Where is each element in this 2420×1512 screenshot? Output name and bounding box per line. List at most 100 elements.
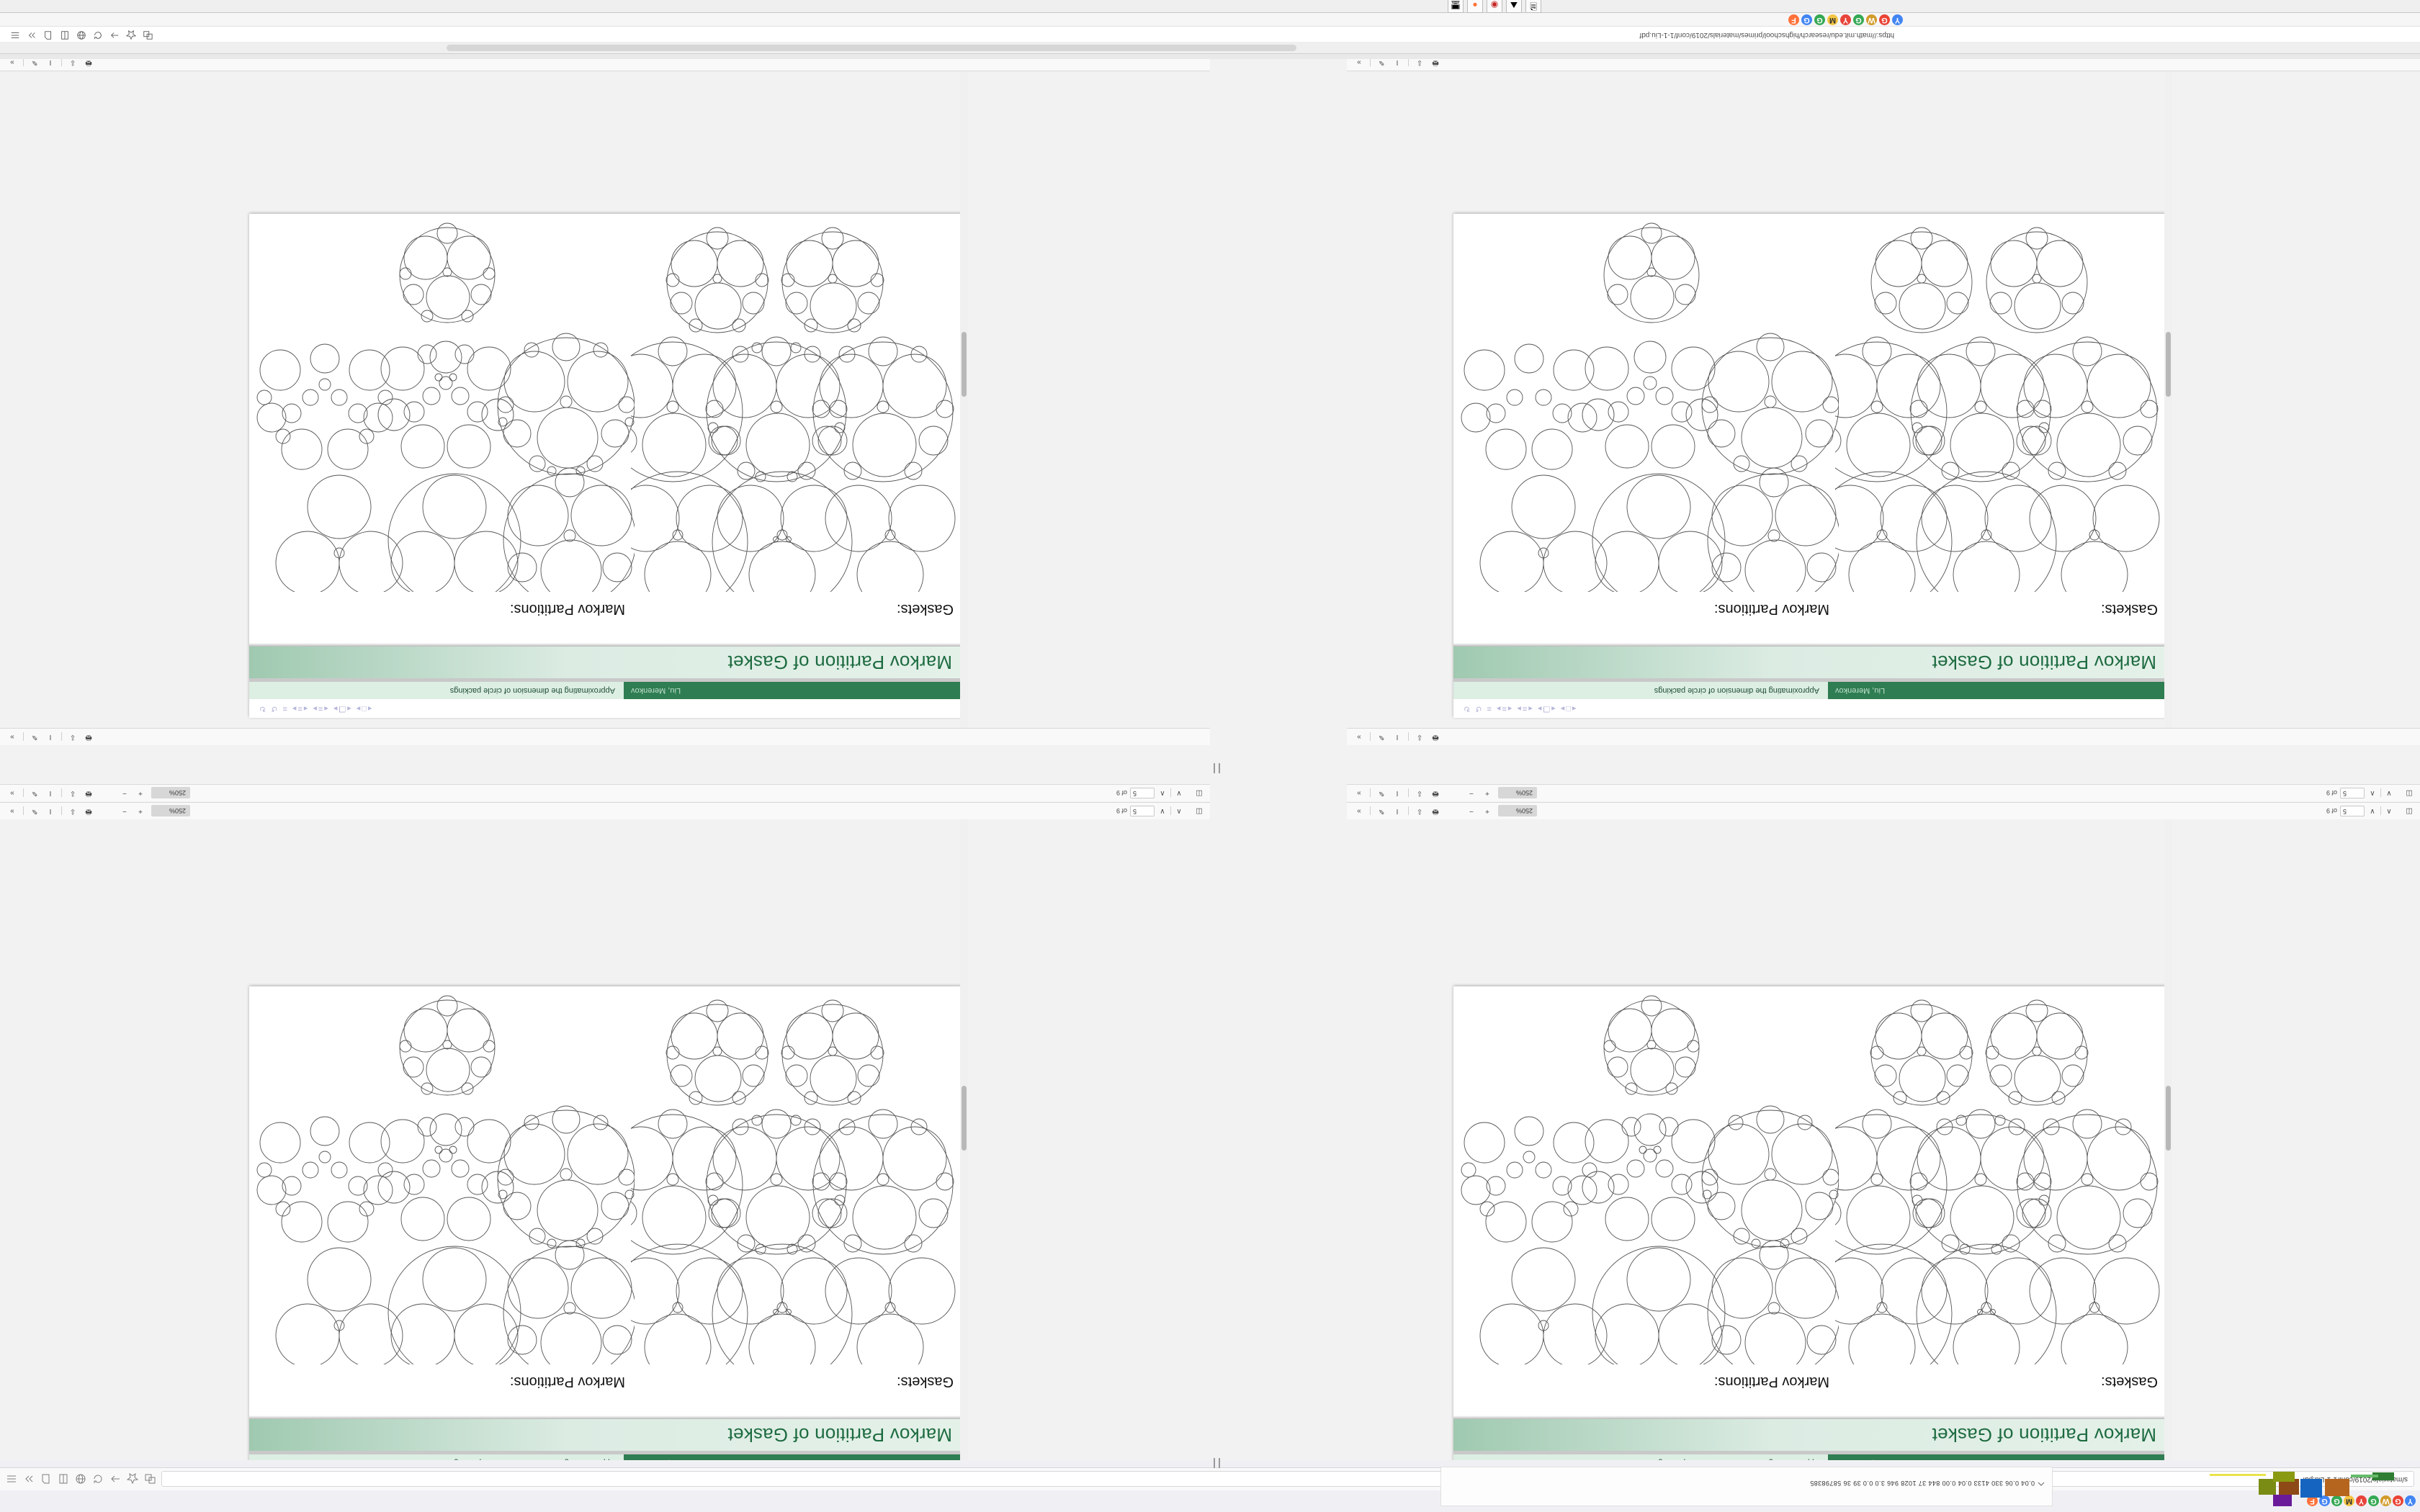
pdf-toolbar-rt2[interactable]: ◫ ∨ ∧ 5 of 9 250% + − 🖶 ⇩ I ✎ » — [0, 784, 1210, 801]
highlight-icon-rt2[interactable]: ✎ — [31, 789, 38, 797]
highlight-icon-lb[interactable]: ✎ — [1378, 733, 1385, 741]
page-number-input-lt[interactable]: 5 — [2340, 806, 2365, 816]
zoom-select-lt2[interactable]: 250% — [1498, 787, 1537, 799]
highlight-icon-rt[interactable]: ✎ — [31, 807, 38, 815]
pdf-scrollbar-rt[interactable] — [960, 819, 968, 1460]
download-icon-lt[interactable]: ⇩ — [1416, 807, 1423, 815]
reload-icon[interactable] — [92, 1474, 104, 1485]
gimp-icon[interactable]: ⛰ — [1506, 0, 1522, 13]
tab-favicon-m-b[interactable]: M — [1827, 14, 1838, 25]
zoom-out-button-lt2[interactable]: − — [1469, 789, 1474, 797]
print-icon-lb[interactable]: 🖶 — [1432, 734, 1439, 742]
save-page-icon[interactable] — [40, 1474, 52, 1485]
reload-icon-b[interactable] — [93, 30, 103, 40]
more-tools-icon-lt[interactable]: » — [1357, 807, 1361, 815]
tab-favicon-g2-b[interactable]: G — [1853, 14, 1864, 25]
tab-strip[interactable]: Y G W G Y M G G F — [0, 1490, 2420, 1512]
print-icon-rt[interactable]: 🖶 — [85, 808, 92, 816]
zoom-in-button-rt[interactable]: + — [138, 807, 143, 815]
library-icon[interactable] — [58, 1474, 69, 1485]
sidebar-toggle-icon-lt2[interactable]: ◫ — [2406, 789, 2413, 797]
window-resize-handle-top[interactable] — [1188, 1454, 1246, 1472]
download-icon-rt[interactable]: ⇩ — [69, 807, 76, 815]
pdf-toolbar-lb[interactable]: 🖶 ⇩ I ✎ » — [1347, 728, 2420, 745]
text-select-icon-lt2[interactable]: I — [1396, 789, 1399, 797]
globe-icon[interactable] — [75, 1474, 86, 1485]
text-select-icon-rt[interactable]: I — [49, 807, 52, 815]
beamer-nav-symbols-rb[interactable]: ◂ □ ▸ ◂ ❐ ▸ ◂ ≡ ▸ ◂ ≡ ▸ ≡ ↺ ↻ — [259, 704, 372, 714]
pdf-toolbar-rt[interactable]: ◫ ∧ ∨ 5 of 9 250% + − 🖶 ⇩ I ✎ » — [0, 802, 1210, 819]
print-icon-rt2[interactable]: 🖶 — [85, 790, 92, 798]
page-down-button-rt2[interactable]: ∨ — [1176, 789, 1182, 797]
zoom-select-lt[interactable]: 250% — [1498, 805, 1537, 817]
zoom-in-button-lt[interactable]: + — [1485, 807, 1489, 815]
more-tools-icon-rb[interactable]: » — [10, 733, 14, 741]
download-icon-lt2[interactable]: ⇩ — [1416, 789, 1423, 797]
download-icon-rb[interactable]: ⇩ — [69, 733, 76, 741]
page-down-button-lt2[interactable]: ∨ — [2386, 789, 2392, 797]
pdf-scrollbar-lb[interactable] — [2164, 71, 2172, 728]
overflow-chevrons-icon[interactable] — [23, 1474, 35, 1485]
sidebar-toggle-icon-rt2[interactable]: ◫ — [1196, 789, 1203, 797]
zoom-select-rt2[interactable]: 250% — [151, 787, 190, 799]
forward-arrow-icon[interactable] — [109, 1474, 121, 1485]
page-up-button-rt2[interactable]: ∧ — [1160, 789, 1165, 797]
tab-favicon-y2-b[interactable]: Y — [1840, 14, 1851, 25]
tab-favicon-g-b[interactable]: G — [1879, 14, 1890, 25]
globe-icon-b[interactable] — [76, 30, 86, 40]
print-icon-lt2[interactable]: 🖶 — [1432, 790, 1439, 798]
hamburger-menu-icon-b[interactable] — [10, 30, 20, 40]
zoom-select-rt[interactable]: 250% — [151, 805, 190, 817]
save-page-icon-b[interactable] — [43, 30, 53, 40]
window-resize-handle[interactable] — [1188, 759, 1246, 778]
page-up-button-lt[interactable]: ∧ — [2386, 807, 2392, 815]
overflow-chevrons-icon-b[interactable] — [27, 30, 37, 40]
terminal-icon[interactable]: 🖥 — [1448, 0, 1464, 13]
pdf-reader-icon[interactable]: ◉ — [1487, 0, 1502, 13]
more-tools-icon-lb[interactable]: » — [1357, 733, 1361, 741]
forward-arrow-icon-b[interactable] — [109, 30, 120, 40]
tab-favicon-g3-b[interactable]: G — [1814, 14, 1825, 25]
text-select-icon-lt[interactable]: I — [1396, 807, 1399, 815]
pdf-canvas-area-rt[interactable]: ◂□▸ ◂❐▸ ◂≡▸ ◂≡▸ ≡↺↻ Liu, Merenkov Approx… — [0, 819, 1210, 1460]
pdf-canvas-area-rb[interactable]: ◂ □ ▸ ◂ ❐ ▸ ◂ ≡ ▸ ◂ ≡ ▸ ≡ ↺ ↻ Liu, Merenkov Approx… — [0, 54, 1210, 728]
hamburger-menu-icon[interactable] — [6, 1474, 17, 1485]
bookmark-star-icon[interactable] — [127, 1473, 138, 1485]
desktop-taskbar[interactable]: 🗎 ⛰ ◉ ● 🖥 — [0, 0, 2420, 13]
bookmark-star-icon-b[interactable] — [126, 30, 136, 40]
beamer-nav-symbols-lb[interactable]: ◂ □ ▸ ◂ ❐ ▸ ◂ ≡ ▸ ◂ ≡ ▸ ≡ ↺ ↻ — [1464, 704, 1577, 714]
page-down-button-rt[interactable]: ∨ — [1160, 807, 1165, 815]
translate-icon-b[interactable] — [143, 30, 153, 40]
tab-favicon-g4-b[interactable]: G — [1801, 14, 1812, 25]
tab-favicon-y-b[interactable]: Y — [1892, 14, 1903, 25]
download-icon-rt2[interactable]: ⇩ — [69, 789, 76, 797]
bottom-tab-strip[interactable]: Y G W G Y M G G F — [0, 13, 2420, 26]
zoom-out-button-lt[interactable]: − — [1469, 807, 1474, 815]
pdf-scrollbar-lt[interactable] — [2164, 819, 2172, 1460]
pdf-toolbar-lt[interactable]: ◫ ∧ ∨ 5 of 9 250% + − 🖶 ⇩ I ✎ » — [1347, 802, 2420, 819]
bottom-nav-icons[interactable] — [10, 30, 153, 40]
pdf-toolbar-rb[interactable]: 🖶 ⇩ I ✎ » — [0, 728, 1210, 745]
zoom-in-button-lt2[interactable]: + — [1485, 789, 1489, 797]
page-number-input-lt2[interactable]: 5 — [2340, 788, 2365, 798]
download-icon-lb[interactable]: ⇩ — [1416, 733, 1423, 741]
more-tools-icon-rt[interactable]: » — [10, 807, 14, 815]
print-icon-lt[interactable]: 🖶 — [1432, 808, 1439, 816]
more-tools-icon-lt2[interactable]: » — [1357, 789, 1361, 797]
pdf-canvas-area-lb[interactable]: ◂ □ ▸ ◂ ❐ ▸ ◂ ≡ ▸ ◂ ≡ ▸ ≡ ↺ ↻ Liu, Merenkov Approx… — [1347, 54, 2420, 728]
more-tools-icon-rt2[interactable]: » — [10, 789, 14, 797]
page-number-input-rt2[interactable]: 5 — [1130, 788, 1155, 798]
page-up-button-lt2[interactable]: ∧ — [2370, 789, 2375, 797]
highlight-icon-lt[interactable]: ✎ — [1378, 807, 1385, 815]
library-icon-b[interactable] — [60, 30, 70, 40]
tab-favicon-w-b[interactable]: W — [1866, 14, 1877, 25]
pdf-scrollbar-rb[interactable] — [960, 71, 968, 728]
sidebar-toggle-icon-lt[interactable]: ◫ — [2406, 807, 2413, 815]
tab-favicon-firefox-b[interactable]: F — [1788, 14, 1799, 25]
highlight-icon-lt2[interactable]: ✎ — [1378, 789, 1385, 797]
page-up-button-rt[interactable]: ∧ — [1176, 807, 1182, 815]
text-select-icon-rb[interactable]: I — [49, 733, 52, 741]
print-icon-rb[interactable]: 🖶 — [85, 734, 92, 742]
pdf-toolbar-lt2[interactable]: ◫ ∨ ∧ 5 of 9 250% + − 🖶 ⇩ I ✎ » — [1347, 784, 2420, 801]
zoom-in-button-rt2[interactable]: + — [138, 789, 143, 797]
